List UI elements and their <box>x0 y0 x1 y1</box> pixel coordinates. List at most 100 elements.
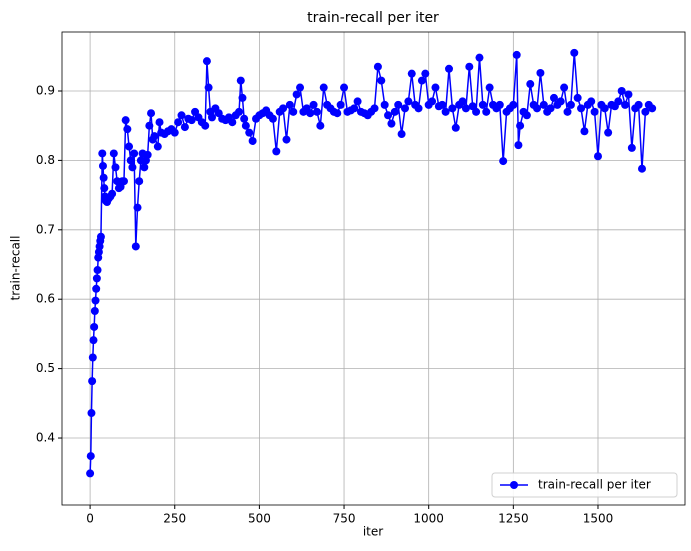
marker <box>145 121 154 130</box>
legend-label: train-recall per iter <box>538 478 651 492</box>
marker <box>509 100 518 109</box>
marker <box>573 93 582 102</box>
marker <box>624 90 633 99</box>
x-tick-label: 750 <box>333 512 356 526</box>
marker <box>204 83 213 92</box>
marker <box>451 123 460 132</box>
marker <box>109 149 118 158</box>
marker <box>428 97 437 106</box>
marker <box>438 100 447 109</box>
marker <box>143 150 152 159</box>
marker <box>580 127 589 136</box>
marker <box>336 100 345 109</box>
marker <box>514 141 523 150</box>
x-tick-label: 0 <box>86 512 94 526</box>
marker <box>228 118 237 127</box>
marker <box>648 104 657 113</box>
marker <box>560 83 569 92</box>
marker <box>417 76 426 85</box>
marker <box>482 107 491 116</box>
marker <box>309 100 318 109</box>
marker <box>91 296 100 305</box>
marker <box>306 109 315 118</box>
marker <box>617 86 626 95</box>
marker <box>100 184 109 193</box>
marker <box>241 121 250 130</box>
marker <box>150 132 159 141</box>
x-tick-label: 1500 <box>583 512 614 526</box>
marker <box>333 109 342 118</box>
marker <box>88 353 97 362</box>
marker <box>133 203 142 212</box>
marker <box>236 76 245 85</box>
marker <box>248 136 257 145</box>
marker <box>590 107 599 116</box>
marker <box>125 142 134 151</box>
marker <box>380 100 389 109</box>
marker <box>282 135 291 144</box>
marker <box>245 128 254 137</box>
marker <box>108 189 117 198</box>
marker <box>238 93 247 102</box>
marker <box>174 118 183 127</box>
marker <box>128 163 137 172</box>
marker <box>570 48 579 57</box>
marker <box>397 130 406 139</box>
marker <box>431 83 440 92</box>
marker <box>445 64 454 73</box>
x-tick-label: 1250 <box>498 512 529 526</box>
marker <box>370 104 379 113</box>
y-tick-label: 0.7 <box>36 222 55 236</box>
marker <box>98 161 107 170</box>
marker <box>441 107 450 116</box>
legend-box <box>491 472 678 498</box>
marker <box>448 104 457 113</box>
marker <box>187 116 196 125</box>
y-tick-label: 0.5 <box>36 361 55 375</box>
marker <box>279 104 288 113</box>
legend: train-recall per iter <box>491 472 678 498</box>
marker <box>140 163 149 172</box>
x-tick-label: 250 <box>163 512 186 526</box>
marker <box>90 322 99 331</box>
marker <box>614 97 623 106</box>
marker <box>135 177 144 186</box>
marker <box>96 232 105 241</box>
x-axis-label: iter <box>363 525 383 539</box>
marker <box>92 284 101 293</box>
marker <box>533 104 542 113</box>
marker <box>87 409 96 418</box>
legend-marker <box>510 481 518 489</box>
marker <box>207 113 216 122</box>
marker <box>285 100 294 109</box>
marker <box>121 116 130 125</box>
marker <box>587 97 596 106</box>
marker <box>556 97 565 106</box>
marker <box>319 83 328 92</box>
marker <box>86 452 95 461</box>
marker <box>577 104 586 113</box>
marker <box>512 50 521 59</box>
marker <box>458 97 467 106</box>
marker <box>119 177 128 186</box>
marker <box>180 123 189 132</box>
marker <box>235 107 244 116</box>
marker <box>593 152 602 161</box>
marker <box>404 97 413 106</box>
y-tick-label: 0.4 <box>36 431 55 445</box>
marker <box>465 62 474 71</box>
marker <box>485 83 494 92</box>
marker <box>475 53 484 62</box>
marker <box>394 100 403 109</box>
marker <box>495 100 504 109</box>
marker <box>536 68 545 77</box>
marker <box>316 121 325 130</box>
marker <box>86 469 95 478</box>
marker <box>240 114 249 123</box>
marker <box>268 114 277 123</box>
x-tick-label: 1000 <box>413 512 444 526</box>
marker <box>130 149 139 158</box>
marker <box>292 90 301 99</box>
marker <box>539 100 548 109</box>
